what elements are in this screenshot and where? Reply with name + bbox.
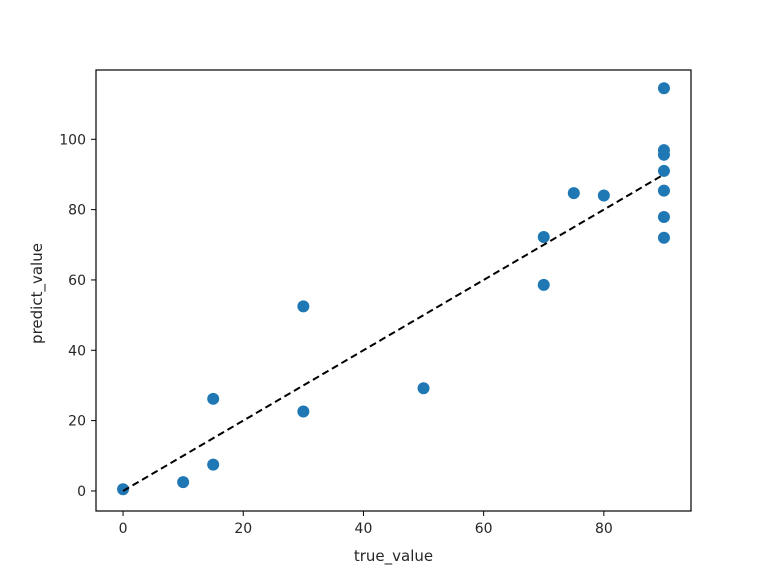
x-tick-label: 40 (355, 521, 373, 537)
data-point-12 (657, 82, 670, 95)
data-point-15 (657, 164, 670, 177)
y-tick-label: 40 (68, 343, 86, 359)
x-tick-label: 60 (475, 521, 493, 537)
y-tick-label: 20 (68, 414, 86, 430)
data-point-9 (537, 231, 550, 244)
data-point-10 (567, 187, 580, 200)
data-point-8 (537, 278, 550, 291)
data-point-17 (657, 211, 670, 223)
data-point-1 (117, 483, 130, 496)
y-tick-label: 60 (68, 273, 86, 289)
data-point-7 (417, 382, 430, 395)
y-tick-label: 0 (77, 484, 86, 500)
x-tick-label: 80 (595, 521, 613, 537)
y-axis-label: predict_value (28, 243, 47, 344)
x-axis-label: true_value (354, 547, 433, 566)
data-point-14 (657, 148, 670, 161)
x-tick-label: 20 (234, 521, 252, 537)
y-tick-label: 100 (59, 132, 86, 148)
data-point-6 (297, 300, 310, 313)
x-tick-label: 0 (119, 521, 128, 537)
reference-line (122, 173, 665, 492)
data-point-4 (207, 392, 220, 405)
plot-frame (95, 69, 692, 512)
axes: 0 20 40 60 80 0 20 40 60 80 100 (59, 69, 692, 537)
data-point-11 (597, 189, 610, 202)
data-point-5 (297, 405, 310, 418)
plot-area (117, 82, 670, 496)
data-point-16 (657, 184, 670, 197)
y-tick-label: 80 (68, 203, 86, 219)
data-point-3 (207, 458, 220, 471)
data-point-2 (177, 476, 190, 489)
data-point-18 (657, 231, 670, 244)
